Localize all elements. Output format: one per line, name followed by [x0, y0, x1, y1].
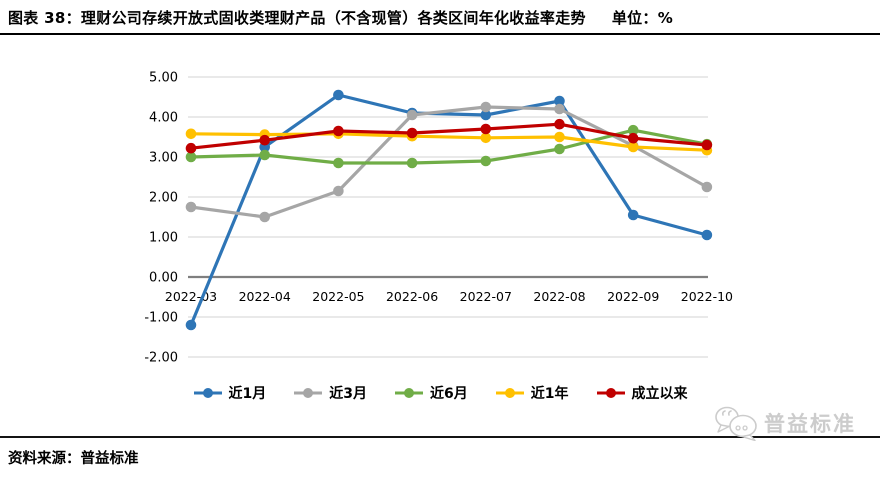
series-marker-近1年: [627, 141, 639, 153]
chat-bubbles-logo-icon: [715, 406, 757, 441]
series-marker-近6月: [185, 151, 197, 163]
legend-marker-icon: [395, 388, 423, 398]
legend-item-近1年: 近1年: [495, 383, 569, 403]
legend-label: 近3月: [329, 386, 367, 402]
title-divider: [0, 33, 880, 35]
series-marker-近1年: [185, 128, 197, 140]
legend-item-近1月: 近1月: [193, 383, 267, 403]
figure-title-text: 图表 38：理财公司存续开放式固收类理财产品（不含现管）各类区间年化收益率走势: [8, 9, 586, 27]
legend-marker-icon: [495, 388, 524, 398]
series-marker-近1月: [480, 109, 492, 121]
x-tick-label: 2022-09: [607, 289, 659, 304]
legend-label: 成立以来: [631, 386, 688, 402]
series-marker-近1年: [554, 131, 565, 143]
series-marker-近3月: [259, 211, 271, 223]
watermark-text: 普益标准: [764, 412, 856, 436]
series-marker-近3月: [480, 101, 492, 113]
series-marker-成立以来: [185, 142, 197, 154]
series-line-近3月: [189, 105, 709, 219]
series-marker-成立以来: [406, 127, 418, 139]
y-tick-label: -1.00: [144, 311, 178, 326]
series-marker-近1月: [701, 229, 713, 241]
legend-item-近6月: 近6月: [394, 383, 468, 403]
series-marker-成立以来: [333, 125, 344, 137]
series-marker-成立以来: [480, 123, 492, 135]
series-marker-近6月: [554, 143, 565, 155]
x-tick-label: 2022-05: [312, 289, 364, 304]
x-tick-label: 2022-08: [533, 289, 585, 304]
legend-marker-icon: [193, 388, 222, 398]
series-marker-成立以来: [259, 134, 271, 146]
series-marker-近1月: [554, 95, 565, 107]
legend-marker-icon: [596, 388, 625, 398]
series-marker-近6月: [259, 149, 271, 161]
series-marker-近6月: [627, 124, 639, 136]
series-line-成立以来: [189, 122, 709, 150]
series-marker-近3月: [701, 181, 713, 193]
legend-label: 近1月: [228, 386, 267, 402]
figure-unit-label: 单位：%: [611, 9, 674, 27]
legend-item-成立以来: 成立以来: [596, 383, 688, 403]
y-tick-label: 4.00: [149, 111, 178, 126]
y-tick-label: 5.00: [149, 71, 178, 86]
series-marker-近3月: [406, 109, 418, 121]
x-tick-label: 2022-06: [386, 289, 438, 304]
source-note: 资料来源：普益标准: [8, 451, 139, 467]
series-line-近1年: [189, 132, 709, 152]
legend-label: 近1年: [530, 386, 569, 402]
series-marker-近1月: [185, 319, 197, 331]
series-marker-近6月: [333, 157, 344, 169]
y-tick-label: 3.00: [149, 151, 178, 166]
legend-item-近3月: 近3月: [293, 383, 367, 403]
y-tick-label: -2.00: [144, 351, 178, 366]
series-marker-近3月: [333, 185, 344, 197]
series-marker-近1年: [480, 132, 492, 144]
series-line-近6月: [189, 128, 709, 165]
line-chart: -2.00 -1.00 0.00 1.00 2.00 3.00 4.00 5.00 2022-0…: [144, 71, 733, 366]
series-marker-近3月: [554, 103, 565, 115]
series-marker-成立以来: [554, 118, 565, 130]
series-marker-近6月: [406, 157, 418, 169]
y-tick-label: 1.00: [149, 231, 178, 246]
figure-title: 图表 38：理财公司存续开放式固收类理财产品（不含现管）各类区间年化收益率走势 单…: [8, 7, 876, 28]
legend-marker-icon: [294, 388, 323, 398]
series-marker-成立以来: [701, 139, 713, 151]
legend-label: 近6月: [430, 386, 468, 402]
x-tick-label: 2022-10: [681, 289, 733, 304]
x-tick-label: 2022-03: [165, 289, 217, 304]
series-marker-成立以来: [627, 132, 639, 144]
series-marker-近3月: [185, 201, 197, 213]
brand-watermark: 普益标准: [712, 405, 856, 441]
y-tick-label: 0.00: [149, 271, 178, 286]
x-tick-label: 2022-04: [239, 289, 291, 304]
series-marker-近1月: [333, 89, 344, 101]
series-marker-近1月: [627, 209, 639, 221]
series-marker-近6月: [480, 155, 492, 167]
bottom-divider: [0, 436, 880, 438]
chart-legend: 近1月 近3月 近6月 近1年 成立以来: [0, 381, 880, 405]
y-tick-label: 2.00: [149, 191, 178, 206]
x-tick-label: 2022-07: [460, 289, 512, 304]
